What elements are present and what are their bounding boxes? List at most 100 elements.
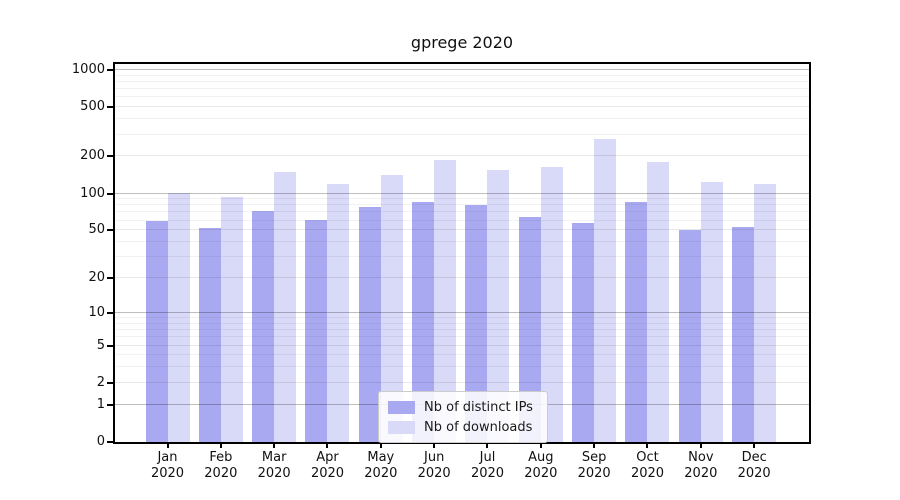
y-tick-mark bbox=[107, 311, 113, 314]
y-tick-mark bbox=[107, 403, 113, 406]
legend-label-downloads: Nb of downloads bbox=[424, 419, 533, 435]
y-tick-mark bbox=[107, 192, 113, 195]
y-tick-label-5: 5 bbox=[96, 337, 105, 353]
x-tick-mark bbox=[539, 444, 542, 448]
x-tick-label-jul: Jul 2020 bbox=[470, 450, 505, 481]
chart-title: gprege 2020 bbox=[410, 33, 514, 52]
bar-mar-downloads bbox=[274, 171, 297, 442]
minor-gridline bbox=[115, 219, 809, 221]
y-tick-label-2: 2 bbox=[96, 374, 105, 390]
legend-swatch-distinct-ips bbox=[388, 400, 415, 414]
bar-oct-downloads bbox=[647, 161, 670, 442]
y-tick-label-1000: 1000 bbox=[71, 62, 105, 77]
bar-may-distinct-ips bbox=[358, 207, 381, 442]
minor-gridline bbox=[115, 118, 809, 120]
x-tick-mark bbox=[486, 444, 489, 448]
x-tick-mark bbox=[379, 444, 382, 448]
minor-gridline bbox=[115, 198, 809, 200]
x-tick-mark bbox=[166, 444, 169, 448]
x-tick-label-nov: Nov 2020 bbox=[684, 450, 718, 481]
y-tick-mark bbox=[107, 106, 113, 109]
bars-layer bbox=[115, 64, 809, 442]
x-tick-mark bbox=[646, 444, 649, 448]
legend: Nb of distinct IPs Nb of downloads bbox=[378, 391, 548, 443]
bar-sep-downloads bbox=[594, 139, 617, 442]
x-tick-mark bbox=[219, 444, 222, 448]
bar-nov-downloads bbox=[700, 181, 723, 442]
minor-gridline bbox=[115, 256, 809, 258]
gridline-50 bbox=[115, 229, 809, 231]
y-tick-mark bbox=[107, 155, 113, 158]
bar-dec-downloads bbox=[754, 184, 777, 442]
bar-apr-distinct-ips bbox=[305, 219, 328, 442]
legend-label-distinct-ips: Nb of distinct IPs bbox=[424, 399, 533, 415]
x-tick-label-dec: Dec 2020 bbox=[737, 450, 771, 481]
plot-area bbox=[113, 62, 811, 444]
x-tick-label-sep: Sep 2020 bbox=[577, 450, 611, 481]
gridline-200 bbox=[115, 155, 809, 157]
x-tick-label-feb: Feb 2020 bbox=[204, 450, 238, 481]
legend-item-downloads: Nb of downloads bbox=[388, 419, 537, 435]
bar-mar-distinct-ips bbox=[252, 211, 275, 442]
minor-gridline bbox=[115, 133, 809, 135]
y-tick-mark bbox=[107, 441, 113, 443]
y-tick-mark bbox=[107, 229, 113, 232]
minor-gridline bbox=[115, 204, 809, 206]
gridline-5 bbox=[115, 344, 809, 346]
x-tick-label-mar: Mar 2020 bbox=[257, 450, 291, 481]
x-tick-label-oct: Oct 2020 bbox=[630, 450, 665, 481]
x-tick-label-apr: Apr 2020 bbox=[310, 450, 345, 481]
minor-gridline bbox=[115, 241, 809, 243]
bar-nov-distinct-ips bbox=[678, 230, 701, 442]
y-tick-label-500: 500 bbox=[80, 99, 105, 115]
legend-swatch-downloads bbox=[388, 420, 415, 434]
bar-sep-distinct-ips bbox=[572, 223, 595, 442]
x-tick-label-jun: Jun 2020 bbox=[417, 450, 451, 481]
minor-gridline bbox=[115, 96, 809, 98]
minor-gridline bbox=[115, 81, 809, 82]
gridline-10 bbox=[115, 311, 809, 313]
x-tick-mark bbox=[326, 444, 329, 448]
x-tick-label-aug: Aug 2020 bbox=[524, 450, 558, 481]
y-tick-label-0: 0 bbox=[96, 434, 105, 449]
gridline-100 bbox=[115, 192, 809, 194]
grid-layer bbox=[115, 64, 809, 442]
gridline-1000 bbox=[115, 69, 809, 70]
bar-oct-distinct-ips bbox=[625, 201, 648, 442]
minor-gridline bbox=[115, 88, 809, 90]
gridline-2 bbox=[115, 381, 809, 383]
y-tick-mark bbox=[107, 344, 113, 347]
bar-may-downloads bbox=[380, 174, 403, 442]
minor-gridline bbox=[115, 74, 809, 76]
y-tick-mark bbox=[107, 69, 113, 71]
minor-gridline bbox=[115, 329, 809, 331]
y-tick-label-200: 200 bbox=[80, 148, 105, 164]
y-tick-label-10: 10 bbox=[88, 304, 105, 320]
bar-aug-downloads bbox=[540, 167, 563, 442]
x-tick-mark bbox=[699, 444, 702, 448]
minor-gridline bbox=[115, 322, 809, 324]
y-tick-label-1: 1 bbox=[96, 396, 105, 412]
gridline-500 bbox=[115, 106, 809, 108]
minor-gridline bbox=[115, 336, 809, 338]
bar-feb-downloads bbox=[220, 196, 243, 442]
bar-apr-downloads bbox=[327, 183, 350, 442]
y-tick-label-100: 100 bbox=[80, 185, 105, 201]
minor-gridline bbox=[115, 317, 809, 319]
x-tick-mark bbox=[593, 444, 596, 448]
x-tick-mark bbox=[433, 444, 436, 448]
bar-jun-distinct-ips bbox=[412, 201, 435, 442]
bar-jul-distinct-ips bbox=[465, 205, 488, 442]
minor-gridline bbox=[115, 354, 809, 356]
legend-item-distinct-ips: Nb of distinct IPs bbox=[388, 399, 537, 415]
gridline-20 bbox=[115, 277, 809, 279]
minor-gridline bbox=[115, 366, 809, 368]
bar-jan-downloads bbox=[167, 193, 190, 442]
bar-jul-downloads bbox=[487, 170, 510, 442]
x-tick-label-jan: Jan 2020 bbox=[150, 450, 185, 481]
y-tick-mark bbox=[107, 277, 113, 280]
x-tick-label-may: May 2020 bbox=[364, 450, 398, 481]
bar-jun-downloads bbox=[434, 160, 457, 442]
bar-feb-distinct-ips bbox=[198, 228, 221, 442]
